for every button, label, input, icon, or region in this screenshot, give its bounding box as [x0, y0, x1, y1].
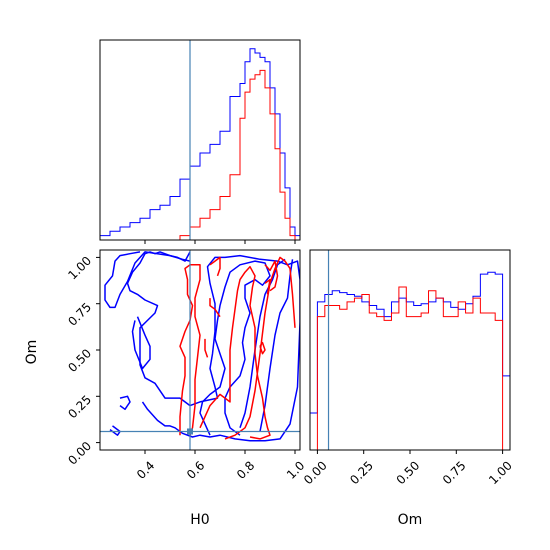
panel-h0-om-contours: 0.4 0.6 0.8 1.00.000.250.500.751.00	[65, 249, 307, 482]
y-axis-label-om: Om	[24, 340, 40, 365]
y-tick-label-om-2: 0.50	[65, 346, 94, 375]
y-tick-label-om-1: 0.25	[65, 393, 94, 422]
x-tick-label-h0-0: 0.4	[134, 458, 157, 481]
contour-line-13	[204, 338, 209, 358]
x-tick-label-om-2: 0.50	[394, 458, 423, 487]
h0-histogram-series-blue	[99, 48, 301, 240]
contour-line-10	[179, 264, 201, 436]
contour-line-0	[109, 425, 121, 436]
contour-line-12	[209, 298, 221, 318]
x-tick-label-h0-1: 0.6	[184, 458, 207, 481]
y-tick-label-om-4: 1.00	[65, 254, 94, 283]
x-tick-label-om-0: 0.00	[301, 458, 330, 487]
x-axis-label-h0: H0	[190, 512, 209, 528]
contour-line-2	[104, 251, 191, 309]
truth-marker	[187, 428, 193, 435]
contour-line-9	[199, 265, 271, 440]
contour-line-8	[224, 256, 296, 440]
x-tick-label-om-4: 1.00	[486, 458, 515, 487]
contour-line-6	[259, 259, 294, 432]
panel-h0-histogram	[99, 39, 301, 244]
x-axis-label-om: Om	[398, 512, 423, 528]
contour-line-11	[209, 256, 221, 277]
contour-line-7	[199, 260, 271, 436]
panel-om-histogram: 0.00 0.25 0.50 0.75 1.00	[301, 249, 515, 487]
contour-line-3	[119, 395, 131, 411]
contour-line-4	[131, 316, 151, 370]
contour-line-14	[264, 260, 279, 292]
contour-line-1	[126, 251, 300, 442]
x-tick-label-h0-2: 0.8	[234, 458, 257, 481]
om-histogram-series-red	[310, 286, 510, 451]
y-tick-label-om-0: 0.00	[65, 439, 94, 468]
contour-group	[104, 251, 300, 442]
contour-line-16	[264, 278, 271, 295]
y-tick-label-om-3: 0.75	[65, 300, 94, 329]
x-tick-label-om-1: 0.25	[347, 458, 376, 487]
x-tick-label-om-3: 0.75	[440, 458, 469, 487]
om-histogram-series-blue	[309, 271, 511, 450]
h0-histogram-frame	[99, 39, 301, 241]
contour-line-15	[259, 341, 266, 355]
